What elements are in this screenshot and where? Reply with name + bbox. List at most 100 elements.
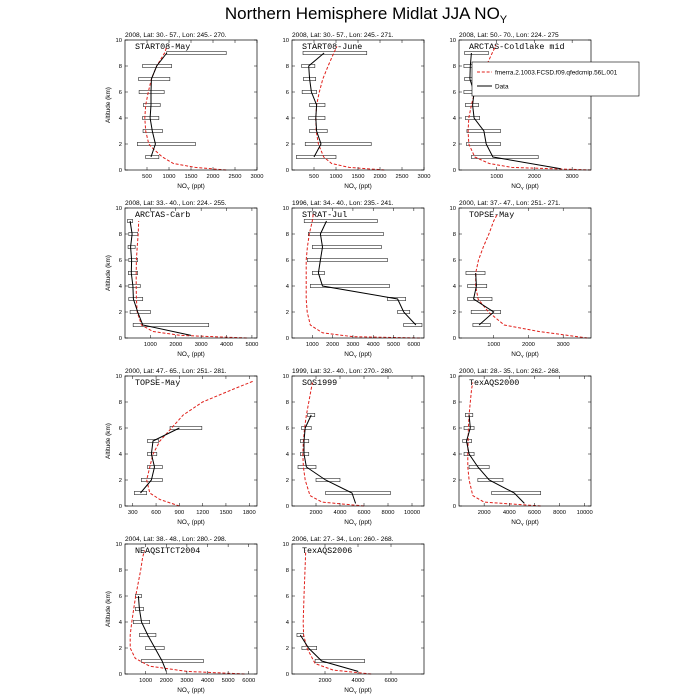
- plot-frame: [124, 543, 258, 675]
- model-profile-line: [475, 214, 588, 339]
- x-axis-label-main: NO: [344, 687, 354, 694]
- x-tick-label: 600: [151, 510, 161, 516]
- x-tick-label: 2000: [160, 678, 173, 684]
- x-tick-label: 300: [128, 510, 138, 516]
- y-tick-label: 8: [119, 64, 122, 70]
- y-tick-label: 2: [119, 142, 122, 148]
- model-profile-line: [315, 46, 385, 171]
- legend: fmerra.2.1003.FCSD.f09.qfedcmip.56L.001 …: [471, 61, 640, 97]
- y-tick-label: 6: [119, 594, 122, 600]
- y-tick-label: 4: [453, 452, 457, 458]
- x-axis-label-unit: (ppt): [357, 351, 372, 358]
- y-axis-label: Altitude (km): [105, 591, 112, 627]
- range-bar: [467, 297, 493, 301]
- range-bar: [138, 77, 171, 81]
- panel-label: TOPSE-May: [135, 378, 180, 388]
- y-tick-label: 4: [286, 452, 290, 458]
- x-tick-label: 1500: [185, 174, 198, 180]
- y-tick-label: 6: [453, 426, 456, 432]
- y-tick-label: 4: [453, 116, 457, 122]
- model-profile-line: [135, 220, 247, 339]
- y-tick-label: 6: [119, 90, 122, 96]
- y-tick-label: 8: [286, 232, 289, 238]
- y-tick-label: 4: [286, 284, 290, 290]
- range-bar: [403, 323, 423, 327]
- y-tick-label: 2: [453, 142, 456, 148]
- range-bar: [466, 142, 501, 146]
- panel-4: 2008, Lat: 33.- 40., Lon: 224.- 255. ARCT…: [105, 200, 258, 359]
- range-bar: [138, 90, 165, 94]
- y-tick-label: 0: [119, 336, 122, 342]
- x-axis-label: NOY (ppt): [511, 183, 539, 191]
- x-tick-label: 1000: [330, 174, 343, 180]
- range-bar: [296, 633, 304, 637]
- y-tick-label: 10: [116, 374, 122, 380]
- data-profile-line: [299, 634, 359, 672]
- range-bar: [307, 232, 384, 236]
- x-tick-label: 1200: [196, 510, 209, 516]
- data-profile-line: [465, 414, 525, 504]
- y-tick-label: 2: [286, 142, 289, 148]
- x-axis-label-main: NO: [177, 687, 187, 694]
- x-axis-label-main: NO: [511, 183, 521, 190]
- x-axis-label: NOY (ppt): [177, 351, 205, 359]
- range-bar: [128, 271, 138, 275]
- y-axis-label: Altitude (km): [105, 87, 112, 123]
- x-tick-label: 2500: [229, 174, 242, 180]
- y-tick-label: 2: [119, 310, 122, 316]
- panel-info: 2008, Lat: 30.- 57., Lon: 245.- 270.: [125, 32, 227, 39]
- y-tick-label: 6: [286, 90, 289, 96]
- x-tick-label: 3000: [195, 342, 208, 348]
- x-tick-label: 8000: [382, 510, 395, 516]
- range-bar: [309, 103, 326, 107]
- x-tick-label: 3000: [557, 342, 570, 348]
- range-bar: [471, 155, 539, 159]
- x-axis-label-sub: Y: [187, 690, 190, 695]
- x-tick-label: 2000: [326, 342, 339, 348]
- x-tick-label: 1000: [144, 342, 157, 348]
- data-profile-line: [149, 52, 168, 158]
- y-tick-label: 4: [453, 284, 457, 290]
- y-tick-label: 6: [286, 426, 289, 432]
- range-bar: [137, 142, 196, 146]
- range-bar: [147, 465, 163, 469]
- y-tick-label: 2: [286, 478, 289, 484]
- y-tick-label: 10: [283, 206, 289, 212]
- y-tick-label: 8: [119, 568, 122, 574]
- x-tick-label: 2000: [478, 510, 491, 516]
- panels: 2008, Lat: 30.- 57., Lon: 245.- 270. STAR…: [105, 32, 593, 695]
- y-tick-label: 4: [286, 116, 290, 122]
- x-axis-label-sub: Y: [354, 186, 357, 191]
- panel-11: 2006, Lat: 27.- 34., Lon: 260.- 268. TexA…: [283, 536, 425, 695]
- plot-frame: [458, 39, 592, 171]
- plot-frame: [458, 207, 592, 339]
- data-profile-line: [137, 595, 167, 672]
- panel-info: 2000, Lat: 47.- 65., Lon: 251.- 281.: [125, 368, 227, 375]
- range-bar: [301, 646, 317, 650]
- range-bar: [139, 633, 157, 637]
- range-bar: [397, 310, 411, 314]
- x-axis-label-main: NO: [511, 351, 521, 358]
- model-profile-line: [302, 550, 372, 675]
- x-axis-label-unit: (ppt): [190, 519, 205, 526]
- range-bar: [134, 491, 147, 495]
- x-tick-label: 3000: [566, 174, 579, 180]
- x-tick-label: 3000: [418, 174, 431, 180]
- y-tick-label: 8: [119, 232, 122, 238]
- y-tick-label: 2: [119, 478, 122, 484]
- x-tick-label: 1500: [219, 510, 232, 516]
- x-axis-label: NOY (ppt): [344, 519, 372, 527]
- x-axis-label-unit: (ppt): [357, 183, 372, 190]
- x-tick-label: 4000: [503, 510, 516, 516]
- panel-5: 1996, Lat: 34.- 40., Lon: 235.- 241. STRA…: [283, 200, 425, 359]
- x-axis-label-unit: (ppt): [524, 519, 539, 526]
- y-tick-label: 0: [286, 336, 289, 342]
- y-tick-label: 10: [116, 542, 122, 548]
- range-bar: [145, 155, 160, 159]
- panel-label: TOPSE-May: [469, 210, 514, 220]
- x-tick-label: 3000: [180, 678, 193, 684]
- y-tick-label: 0: [453, 336, 456, 342]
- panel-label: TexAQS2000: [469, 378, 519, 388]
- range-bar: [128, 297, 144, 301]
